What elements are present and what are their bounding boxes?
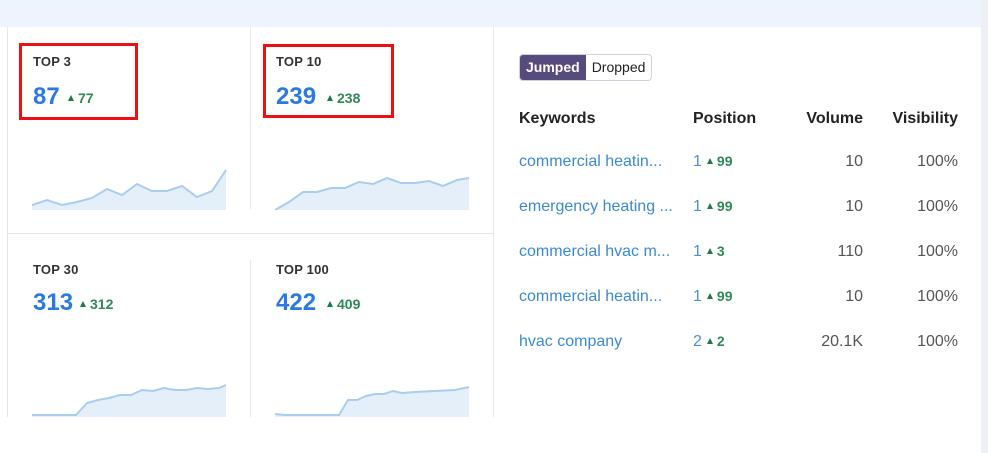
visibility-value: 100% xyxy=(917,197,958,215)
header-visibility[interactable]: Visibility xyxy=(892,110,958,127)
up-arrow-icon xyxy=(327,301,333,307)
table-row: emergency heating ... 1 99 10 100% xyxy=(519,184,958,229)
up-arrow-icon xyxy=(68,95,74,101)
table-row: commercial heatin... 1 99 10 100% xyxy=(519,274,958,319)
up-arrow-icon xyxy=(706,337,713,344)
up-arrow-icon xyxy=(706,247,713,254)
keyword-link[interactable]: commercial heatin... xyxy=(519,287,663,305)
rankings-card: TOP 3 87 77 TOP 10 239 238 TOP 30 313 31… xyxy=(0,27,981,453)
jumped-dropped-toggle[interactable]: Jumped Dropped xyxy=(519,54,653,81)
position-value: 2 xyxy=(693,332,702,350)
metric-top100[interactable]: TOP 100 422 409 xyxy=(250,233,493,417)
info-banner xyxy=(0,0,981,27)
up-arrow-icon xyxy=(706,157,713,164)
volume-value: 20.1K xyxy=(821,332,863,350)
keywords-table: Keywords Position Volume Visibility comm… xyxy=(519,99,958,364)
volume-value: 110 xyxy=(837,242,863,260)
metric-value: 422 xyxy=(276,289,317,316)
table-row: commercial heatin... 1 99 10 100% xyxy=(519,139,958,184)
up-arrow-icon xyxy=(80,301,86,307)
volume-value: 10 xyxy=(845,152,863,170)
divider xyxy=(493,27,494,417)
divider xyxy=(7,27,8,417)
position-change: 2 xyxy=(702,333,725,349)
metric-top3[interactable]: TOP 3 87 77 xyxy=(7,27,250,233)
visibility-value: 100% xyxy=(917,152,958,170)
metric-top10[interactable]: TOP 10 239 238 xyxy=(250,27,493,233)
sparkline-chart xyxy=(32,384,227,417)
visibility-value: 100% xyxy=(917,332,958,350)
metric-delta: 409 xyxy=(327,296,360,312)
scrollbar[interactable] xyxy=(981,0,988,453)
position-change: 99 xyxy=(702,288,732,304)
keyword-link[interactable]: hvac company xyxy=(519,332,623,350)
metric-delta: 312 xyxy=(80,296,113,312)
metric-value: 239 xyxy=(276,83,317,110)
sparkline-chart xyxy=(32,169,227,210)
keyword-link[interactable]: emergency heating ... xyxy=(519,197,673,215)
sparkline-chart xyxy=(275,386,470,417)
keyword-link[interactable]: commercial hvac m... xyxy=(519,242,671,260)
metric-delta: 238 xyxy=(327,90,360,106)
header-position[interactable]: Position xyxy=(693,110,757,127)
up-arrow-icon xyxy=(706,202,713,209)
metric-value: 87 xyxy=(33,83,60,110)
divider xyxy=(250,260,251,417)
position-value: 1 xyxy=(693,242,702,260)
position-change: 3 xyxy=(702,243,725,259)
toggle-dropped[interactable]: Dropped xyxy=(591,59,646,75)
up-arrow-icon xyxy=(706,292,713,299)
position-change: 99 xyxy=(702,198,732,214)
table-header: Keywords Position Volume Visibility xyxy=(519,99,958,139)
position-value: 1 xyxy=(693,197,702,215)
visibility-value: 100% xyxy=(917,287,958,305)
metrics-grid: TOP 3 87 77 TOP 10 239 238 TOP 30 313 31… xyxy=(7,27,494,417)
sparkline-chart xyxy=(275,176,470,210)
position-change: 99 xyxy=(702,153,732,169)
position-value: 1 xyxy=(693,287,702,305)
keyword-link[interactable]: commercial heatin... xyxy=(519,152,663,170)
divider xyxy=(7,233,494,234)
up-arrow-icon xyxy=(327,95,333,101)
metric-label: TOP 3 xyxy=(33,54,72,69)
toggle-jumped[interactable]: Jumped xyxy=(520,55,586,80)
metric-label: TOP 10 xyxy=(276,54,322,69)
divider xyxy=(250,27,251,209)
header-keywords[interactable]: Keywords xyxy=(519,110,596,127)
visibility-value: 100% xyxy=(917,242,958,260)
metric-value: 313 xyxy=(33,289,74,316)
highlight-box xyxy=(19,43,138,120)
volume-value: 10 xyxy=(845,287,863,305)
metric-delta: 77 xyxy=(68,90,94,106)
highlight-box xyxy=(263,44,394,118)
metric-top30[interactable]: TOP 30 313 312 xyxy=(7,233,250,417)
metric-label: TOP 100 xyxy=(276,262,329,277)
header-volume[interactable]: Volume xyxy=(806,110,863,127)
volume-value: 10 xyxy=(845,197,863,215)
position-value: 1 xyxy=(693,152,702,170)
metric-label: TOP 30 xyxy=(33,262,79,277)
